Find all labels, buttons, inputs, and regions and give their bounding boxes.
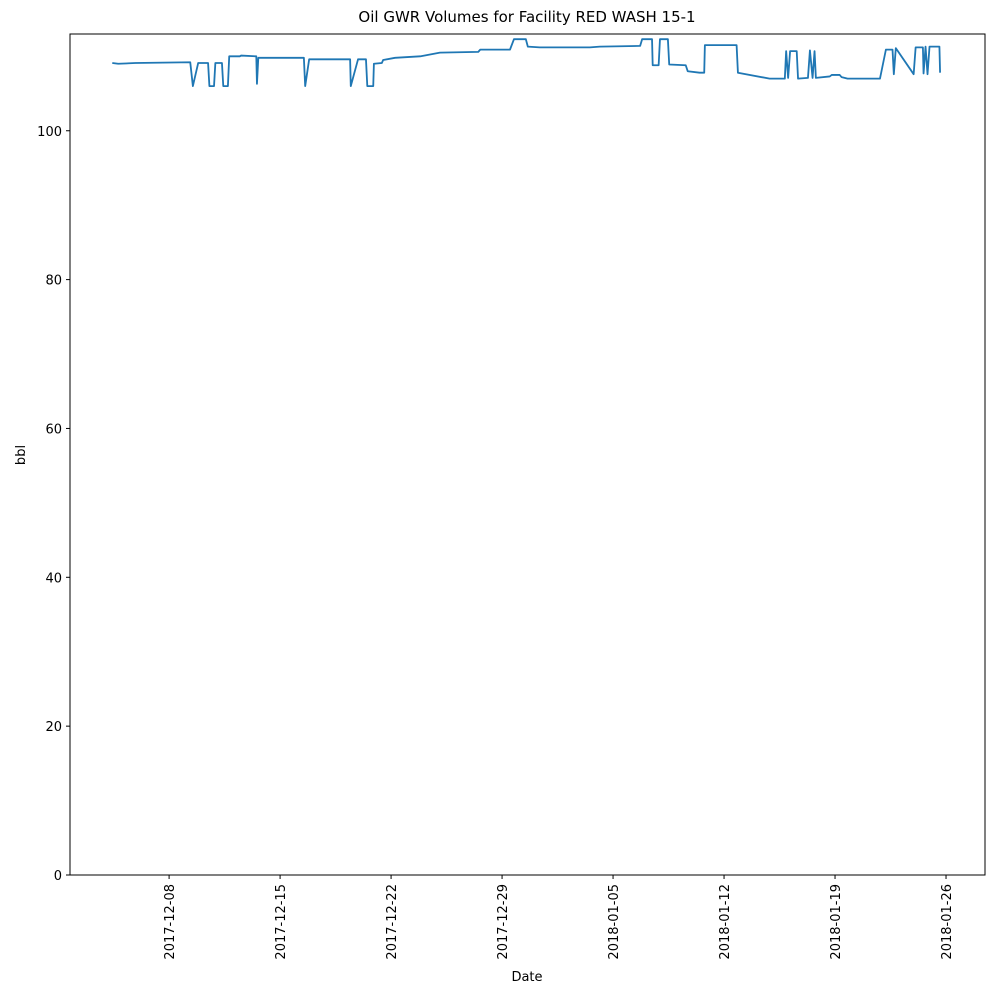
y-tick-label: 60 <box>45 422 62 437</box>
y-tick-label: 20 <box>45 720 62 735</box>
x-tick-label: 2018-01-05 <box>607 884 622 960</box>
x-tick-label: 2018-01-12 <box>718 884 733 960</box>
x-tick-label: 2017-12-15 <box>274 884 289 960</box>
y-axis-label: bbl <box>14 445 29 465</box>
x-tick-label: 2017-12-08 <box>163 884 178 960</box>
y-tick-label: 80 <box>45 274 62 289</box>
x-tick-label: 2017-12-29 <box>496 884 511 960</box>
data-line <box>112 38 941 87</box>
x-axis-label: Date <box>511 970 542 985</box>
y-tick-label: 100 <box>37 125 62 140</box>
y-tick-label: 0 <box>54 869 62 884</box>
x-tick-label: 2018-01-19 <box>829 884 844 960</box>
y-tick-label: 40 <box>45 571 62 586</box>
chart-title: Oil GWR Volumes for Facility RED WASH 15… <box>358 8 695 26</box>
x-tick-label: 2018-01-26 <box>940 884 955 960</box>
x-tick-label: 2017-12-22 <box>385 884 400 960</box>
plot-frame <box>69 33 986 876</box>
